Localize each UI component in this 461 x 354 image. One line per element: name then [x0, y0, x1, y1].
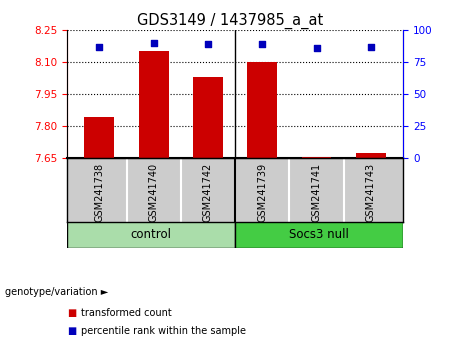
Bar [193, 77, 223, 158]
Bar [356, 153, 386, 158]
Text: GSM241742: GSM241742 [203, 163, 213, 222]
Bar [139, 51, 169, 158]
Point [367, 44, 374, 50]
Point [96, 44, 103, 50]
Bar [235, 222, 403, 248]
Text: control: control [130, 228, 171, 241]
Point [313, 45, 320, 51]
Text: GSM241743: GSM241743 [366, 163, 376, 222]
Point [204, 41, 212, 47]
Text: Socs3 null: Socs3 null [290, 228, 349, 241]
Point [259, 41, 266, 47]
Text: ■: ■ [67, 326, 76, 336]
Bar [67, 222, 235, 248]
Text: ■: ■ [67, 308, 76, 318]
Bar [84, 118, 114, 158]
Text: GSM241738: GSM241738 [95, 163, 104, 222]
Text: GSM241740: GSM241740 [149, 163, 159, 222]
Text: GSM241741: GSM241741 [312, 163, 321, 222]
Bar [301, 156, 331, 158]
Text: GDS3149 / 1437985_a_at: GDS3149 / 1437985_a_at [137, 12, 324, 29]
Text: transformed count: transformed count [81, 308, 171, 318]
Text: percentile rank within the sample: percentile rank within the sample [81, 326, 246, 336]
Point [150, 40, 157, 46]
Bar [247, 62, 277, 158]
Text: genotype/variation ►: genotype/variation ► [5, 287, 108, 297]
Text: GSM241739: GSM241739 [257, 163, 267, 222]
